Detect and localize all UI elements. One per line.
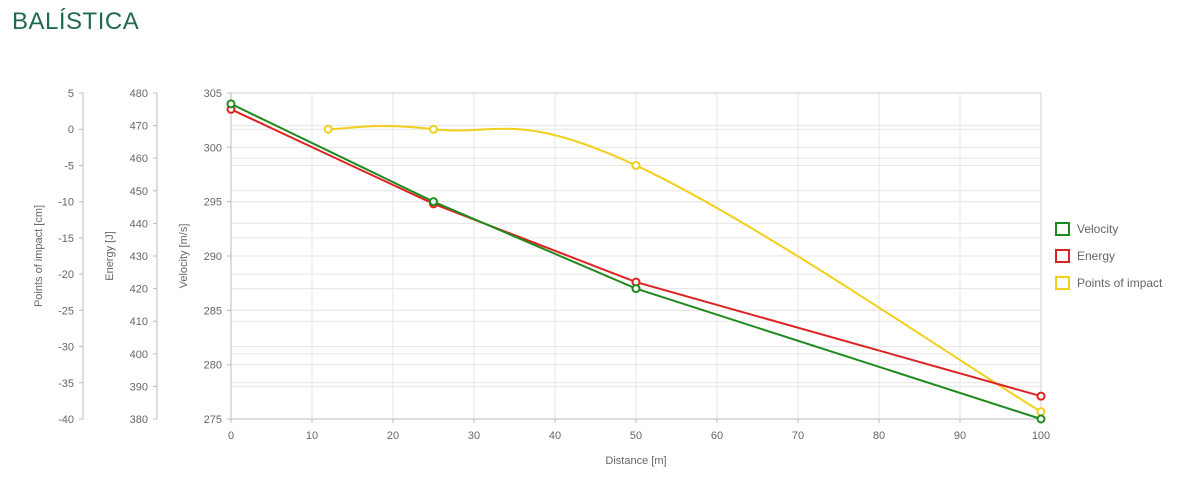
energy-axis-tick-label: 410 (130, 316, 148, 328)
velocity-axis-tick-label: 275 (204, 414, 222, 426)
velocity-data-point[interactable] (631, 284, 641, 294)
legend-swatch-points-of-impact[interactable] (1055, 276, 1070, 290)
points-of-impact-data-point[interactable] (429, 124, 438, 134)
impact-axis-tick-label: -5 (64, 160, 74, 172)
legend-label-energy[interactable]: Energy (1077, 249, 1115, 263)
x-axis-tick-label: 30 (468, 430, 480, 442)
points-of-impact-data-point[interactable] (631, 160, 641, 170)
x-axis-tick-label: 70 (792, 430, 804, 442)
x-axis-tick-label: 10 (306, 430, 318, 442)
velocity-axis-tick-label: 280 (204, 360, 222, 372)
velocity-axis-tick-label: 305 (204, 88, 222, 100)
energy-axis-tick-label: 380 (130, 414, 148, 426)
impact-axis-tick-label: -30 (58, 342, 74, 354)
velocity-axis-title: Velocity [m/s] (178, 224, 190, 289)
x-axis-tick-label: 0 (228, 430, 234, 442)
energy-axis-tick-label: 390 (130, 381, 148, 393)
energy-data-point[interactable] (1036, 391, 1046, 401)
energy-axis-tick-label: 400 (130, 349, 148, 361)
impact-axis-tick-label: -25 (58, 305, 74, 317)
page-title: BALÍSTICA (12, 8, 140, 35)
velocity-series-line (230, 102, 1042, 420)
legend-swatch-energy[interactable] (1055, 249, 1070, 263)
energy-axis-tick-label: 450 (130, 186, 148, 198)
energy-axis-tick-label: 480 (130, 88, 148, 100)
x-axis-tick-label: 40 (549, 430, 561, 442)
x-axis-tick-label: 60 (711, 430, 723, 442)
points-of-impact-data-point[interactable] (1036, 407, 1046, 417)
x-axis-tick-label: 50 (630, 430, 642, 442)
points-of-impact-series-line (328, 125, 1042, 413)
legend-label-velocity[interactable]: Velocity (1077, 222, 1118, 236)
x-axis-tick-label: 100 (1032, 430, 1050, 442)
energy-axis-title: Energy [J] (104, 231, 116, 281)
points-of-impact-data-point[interactable] (323, 124, 333, 134)
x-axis-title: Distance [m] (605, 455, 666, 467)
energy-series-line (230, 108, 1042, 398)
velocity-data-point[interactable] (429, 197, 438, 207)
energy-axis-tick-label: 470 (130, 121, 148, 133)
impact-axis-tick-label: -40 (58, 414, 74, 426)
impact-axis-tick-label: -35 (58, 378, 74, 390)
energy-axis-tick-label: 460 (130, 153, 148, 165)
velocity-axis-tick-label: 300 (204, 142, 222, 154)
impact-axis-tick-label: -15 (58, 233, 74, 245)
x-axis-tick-label: 20 (387, 430, 399, 442)
x-axis-tick-label: 80 (873, 430, 885, 442)
energy-axis-tick-label: 420 (130, 284, 148, 296)
x-axis-tick-label: 90 (954, 430, 966, 442)
velocity-data-point[interactable] (1036, 414, 1046, 424)
velocity-axis-tick-label: 295 (204, 197, 222, 209)
velocity-data-point[interactable] (226, 99, 236, 109)
impact-axis-tick-label: 0 (68, 124, 74, 136)
legend-label-points-of-impact[interactable]: Points of impact (1077, 276, 1163, 290)
energy-axis-tick-label: 440 (130, 218, 148, 230)
energy-axis-tick-label: 430 (130, 251, 148, 263)
impact-axis-tick-label: -10 (58, 197, 74, 209)
impact-axis-tick-label: -20 (58, 269, 74, 281)
impact-axis-title: Points of impact [cm] (33, 205, 45, 307)
impact-axis-tick-label: 5 (68, 88, 74, 100)
legend-swatch-velocity[interactable] (1055, 222, 1070, 236)
velocity-axis-tick-label: 285 (204, 305, 222, 317)
velocity-axis-tick-label: 290 (204, 251, 222, 263)
